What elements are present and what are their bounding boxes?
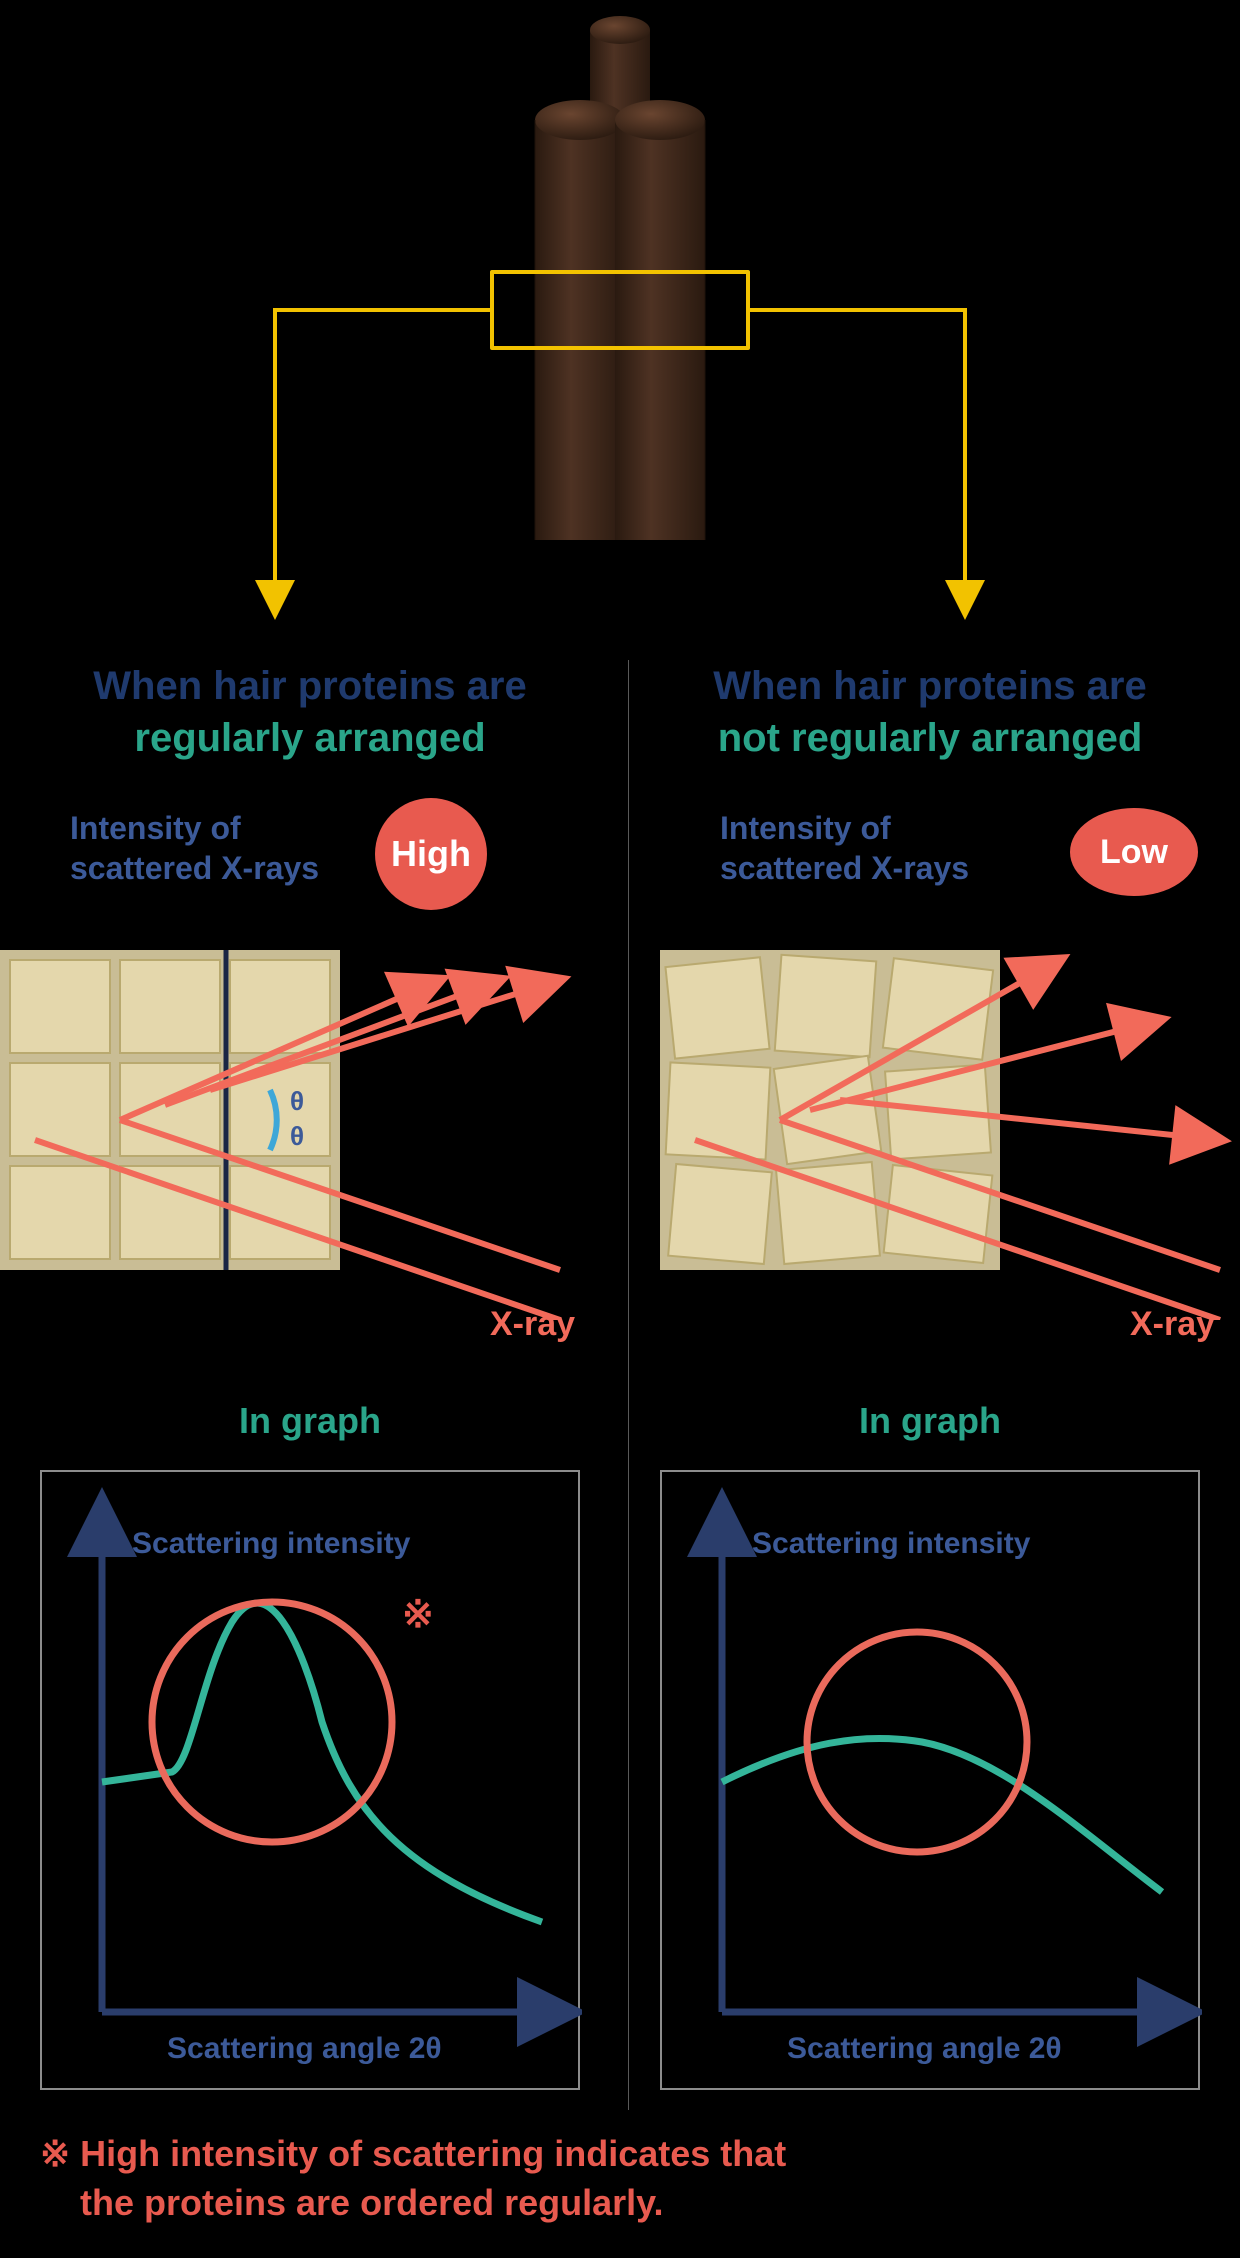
right-title: When hair proteins are not regularly arr…: [650, 660, 1210, 764]
right-lattice-diagram: [660, 950, 1240, 1320]
left-lattice-diagram: θ θ: [0, 950, 600, 1320]
low-badge: Low: [1070, 808, 1198, 896]
left-x-axis-label: Scattering angle 2θ: [167, 2032, 442, 2066]
right-title-line2: not regularly arranged: [718, 716, 1143, 760]
svg-text:θ: θ: [290, 1121, 304, 1151]
branch-arrows: [0, 0, 1240, 650]
left-in-graph-label: In graph: [30, 1400, 590, 1442]
right-x-axis-label: Scattering angle 2θ: [787, 2032, 1062, 2066]
left-title: When hair proteins are regularly arrange…: [30, 660, 590, 764]
high-badge-text: High: [391, 833, 471, 875]
low-badge-text: Low: [1100, 833, 1168, 872]
left-intensity-label: Intensity of scattered X-rays: [70, 808, 319, 888]
left-graph: Scattering intensity Scattering angle 2θ…: [40, 1470, 580, 2090]
high-badge: High: [375, 798, 487, 910]
right-in-graph-label: In graph: [650, 1400, 1210, 1442]
footnote-text: ※ High intensity of scattering indicates…: [40, 2130, 786, 2227]
left-y-axis-label: Scattering intensity: [132, 1527, 410, 1561]
right-intensity-label: Intensity of scattered X-rays: [720, 808, 969, 888]
right-xray-label: X-ray: [1130, 1305, 1215, 1344]
left-footnote-marker: ※: [402, 1592, 434, 1637]
column-divider: [628, 660, 629, 2110]
right-y-axis-label: Scattering intensity: [752, 1527, 1030, 1561]
left-title-line2: regularly arranged: [134, 716, 485, 760]
right-graph: Scattering intensity Scattering angle 2θ: [660, 1470, 1200, 2090]
right-title-line1: When hair proteins are: [713, 664, 1146, 708]
left-title-line1: When hair proteins are: [93, 664, 526, 708]
svg-text:θ: θ: [290, 1086, 304, 1116]
left-xray-label: X-ray: [490, 1305, 575, 1344]
